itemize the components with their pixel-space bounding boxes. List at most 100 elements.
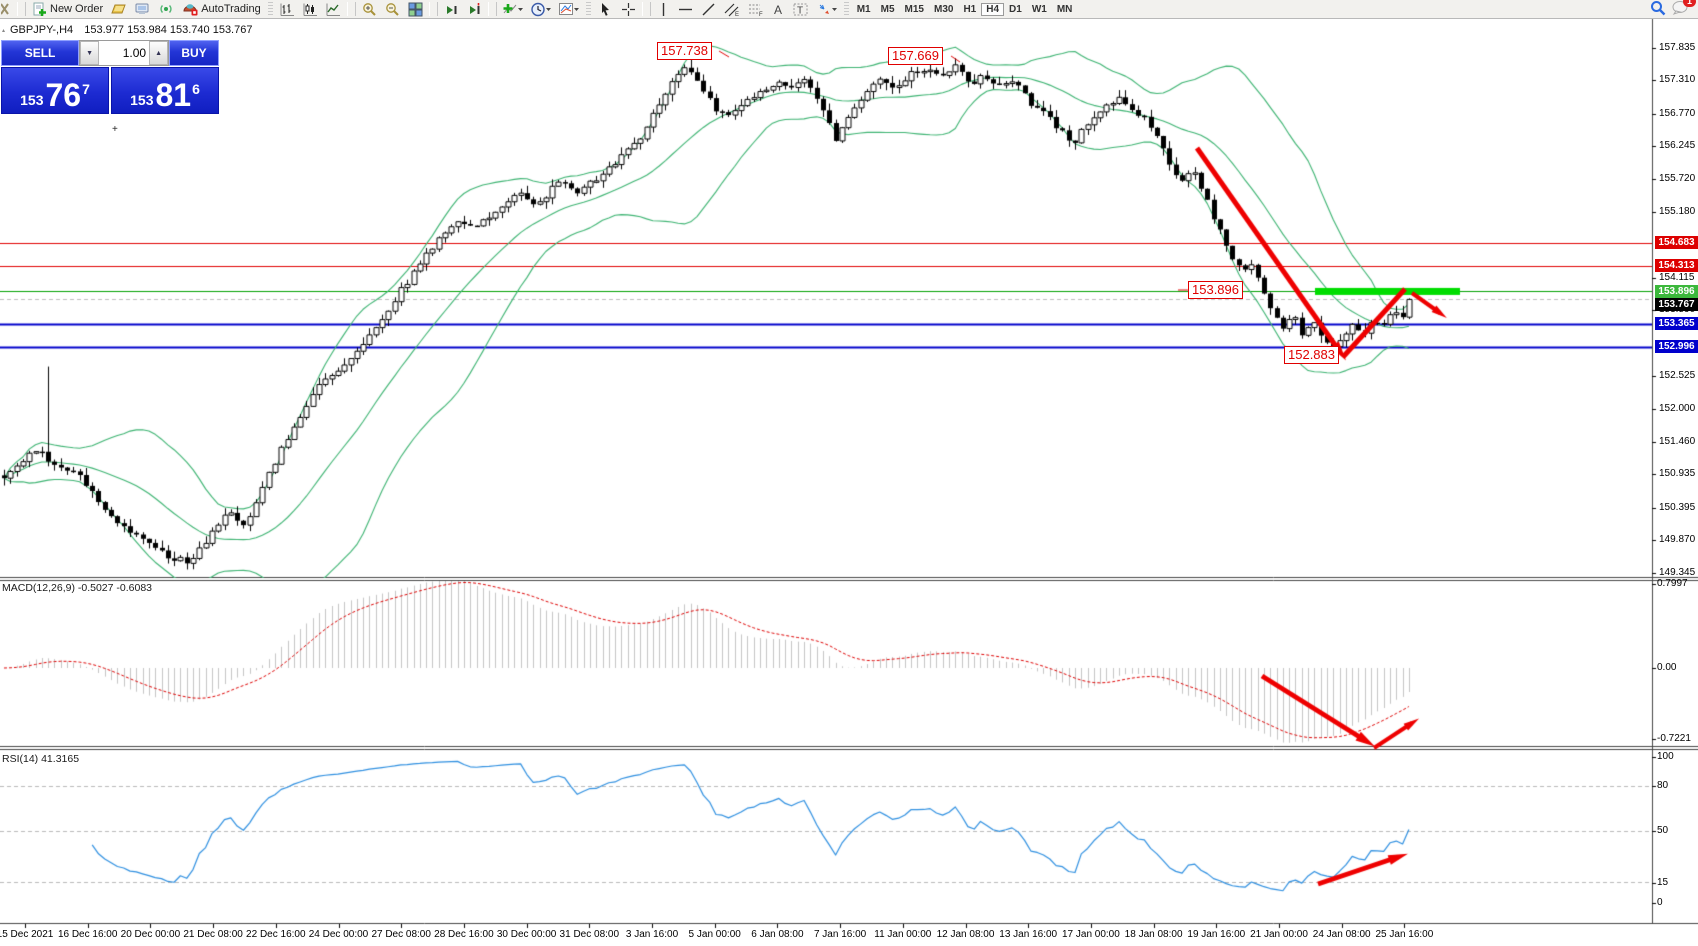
price-axis-badge: 153.896: [1655, 285, 1698, 298]
time-axis-label: 11 Jan 00:00: [874, 929, 932, 940]
timeframe-h1-button[interactable]: H1: [963, 3, 977, 15]
time-axis-label: 17 Jan 00:00: [1061, 929, 1120, 940]
timeframe-m5-button[interactable]: M5: [880, 3, 895, 15]
tile-windows-button[interactable]: [404, 1, 427, 17]
price-annotation-support[interactable]: 153.896: [1188, 281, 1243, 299]
time-axis-label: 18 Jan 08:00: [1124, 929, 1183, 940]
chat-notifications-button[interactable]: 1: [1672, 0, 1696, 18]
chart-collapse-marker[interactable]: ▴: [2, 28, 6, 34]
search-icon[interactable]: [1650, 0, 1666, 19]
volume-input[interactable]: [99, 41, 150, 65]
toolbar-separator: [641, 2, 651, 16]
horizontal-line-tool-button[interactable]: [674, 1, 697, 17]
price-annotation-low[interactable]: 152.883: [1284, 346, 1339, 364]
new-order-button[interactable]: New Order: [28, 1, 107, 17]
volume-increase-button[interactable]: ▲: [149, 41, 169, 65]
autotrading-button[interactable]: AutoTrading: [178, 1, 265, 17]
price-axis-tick: 150.935: [1659, 468, 1696, 480]
time-axis-label: 31 Dec 08:00: [559, 929, 620, 940]
time-axis-label: 21 Jan 00:00: [1250, 929, 1308, 940]
timeframe-mn-button[interactable]: MN: [1056, 3, 1073, 15]
vertical-line-tool-button[interactable]: [653, 1, 674, 17]
crosshair-tool-button[interactable]: [617, 1, 640, 17]
indicator-axis-tick: 0: [1657, 897, 1663, 908]
indicator-axis-tick: 100: [1657, 751, 1674, 762]
time-axis-label: 5 Jan 00:00: [688, 929, 741, 940]
timeframe-m30-button[interactable]: M30: [933, 3, 954, 15]
chart-shift-button[interactable]: [463, 1, 486, 17]
indicator-axis-tick: 15: [1657, 877, 1669, 888]
one-click-trading-widget: SELL ▼ ▲ BUY 153 76 7 153 81 6: [1, 40, 219, 114]
time-axis-label: 15 Dec 2021: [0, 929, 54, 940]
buy-button[interactable]: BUY: [169, 40, 219, 66]
price-axis-badge: 154.683: [1655, 236, 1698, 249]
channel-tool-button[interactable]: E: [720, 1, 744, 17]
zoom-out-button[interactable]: [381, 1, 404, 17]
indicator-axis-tick: 50: [1657, 825, 1669, 836]
metaeditor-icon-button[interactable]: [107, 1, 131, 17]
price-axis-badge: 153.767: [1655, 298, 1698, 311]
price-annotation-peak1[interactable]: 157.738: [657, 42, 712, 60]
clipped-left-icon: [0, 1, 15, 17]
indicators-button[interactable]: [499, 1, 527, 17]
trendline-tool-button[interactable]: [697, 1, 720, 17]
arrows-tool-button[interactable]: [813, 1, 841, 17]
time-axis-label: 24 Jan 08:00: [1312, 929, 1371, 940]
timeframe-d1-button[interactable]: D1: [1009, 3, 1022, 15]
symbol-period-label: GBPJPY-,H4: [10, 24, 74, 36]
candlestick-type-button[interactable]: [299, 1, 322, 17]
timeframe-w1-button[interactable]: W1: [1031, 3, 1047, 15]
bar-chart-type-button[interactable]: [276, 1, 299, 17]
templates-button[interactable]: [555, 1, 583, 17]
periods-clock-button[interactable]: [527, 1, 555, 17]
buy-price-panel[interactable]: 153 81 6: [111, 67, 219, 114]
price-axis-tick: 152.525: [1659, 370, 1696, 382]
price-axis-tick: 151.460: [1659, 435, 1696, 447]
notification-badge: 1: [1682, 0, 1696, 7]
sell-price-small: 153: [20, 92, 44, 108]
buy-price-sup: 6: [192, 81, 200, 97]
timeframe-h4-button[interactable]: H4: [981, 2, 1005, 16]
macd-label: MACD(12,26,9) -0.5027 -0.6083: [2, 582, 152, 594]
chart-header: GBPJPY-,H4 153.977 153.984 153.740 153.7…: [10, 24, 252, 36]
price-annotation-peak2[interactable]: 157.669: [888, 47, 943, 65]
text-tool-button[interactable]: A: [768, 1, 789, 17]
new-order-label: New Order: [50, 3, 104, 15]
text-label-tool-button[interactable]: T: [789, 1, 813, 17]
price-axis-tick: 152.000: [1659, 402, 1696, 414]
terminal-icon-button[interactable]: [131, 1, 155, 17]
toolbar-grip[interactable]: [267, 2, 273, 16]
price-axis-tick: 149.870: [1659, 534, 1696, 546]
zoom-in-button[interactable]: [358, 1, 381, 17]
timeframe-group: M1 M5 M15 M30 H1 H4 D1 W1 MN: [852, 2, 1078, 16]
line-chart-type-button[interactable]: [322, 1, 345, 17]
sell-price-sup: 7: [82, 81, 90, 97]
time-axis-label: 3 Jan 16:00: [625, 929, 679, 940]
toolbar-grip[interactable]: [843, 2, 849, 16]
time-axis-label: 22 Dec 16:00: [246, 929, 306, 940]
buy-price-big: 81: [155, 77, 192, 113]
buy-price-small: 153: [130, 92, 154, 108]
toolbar-grip[interactable]: [585, 2, 591, 16]
svg-text:T: T: [797, 5, 803, 16]
price-axis-tick: 157.835: [1659, 42, 1696, 53]
timeframe-m15-button[interactable]: M15: [904, 3, 924, 15]
toolbar-separator: [346, 2, 356, 16]
sell-price-panel[interactable]: 153 76 7: [1, 67, 109, 114]
ohlc-values-label: 153.977 153.984 153.740 153.767: [84, 24, 253, 36]
toolbar-separator: [487, 2, 497, 16]
svg-text:A: A: [774, 3, 782, 17]
timeframe-m1-button[interactable]: M1: [856, 3, 871, 15]
time-axis-label: 20 Dec 00:00: [120, 929, 181, 940]
price-axis-tick: 155.720: [1659, 172, 1696, 184]
price-axis-tick: 155.180: [1659, 206, 1696, 218]
sell-button[interactable]: SELL: [1, 40, 80, 66]
volume-decrease-button[interactable]: ▼: [80, 41, 100, 65]
time-axis-label: 6 Jan 08:00: [751, 929, 804, 940]
toolbar-separator: [428, 2, 438, 16]
fibonacci-tool-button[interactable]: F: [744, 1, 768, 17]
signals-icon-button[interactable]: [155, 1, 178, 17]
cursor-tool-button[interactable]: [594, 1, 617, 17]
auto-scroll-button[interactable]: [440, 1, 463, 17]
